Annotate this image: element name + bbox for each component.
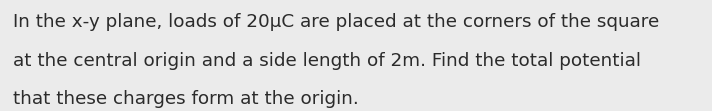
Text: at the central origin and a side length of 2m. Find the total potential: at the central origin and a side length … — [13, 52, 641, 70]
Text: that these charges form at the origin.: that these charges form at the origin. — [13, 90, 359, 108]
Text: In the x-y plane, loads of 20μC are placed at the corners of the square: In the x-y plane, loads of 20μC are plac… — [13, 13, 659, 31]
